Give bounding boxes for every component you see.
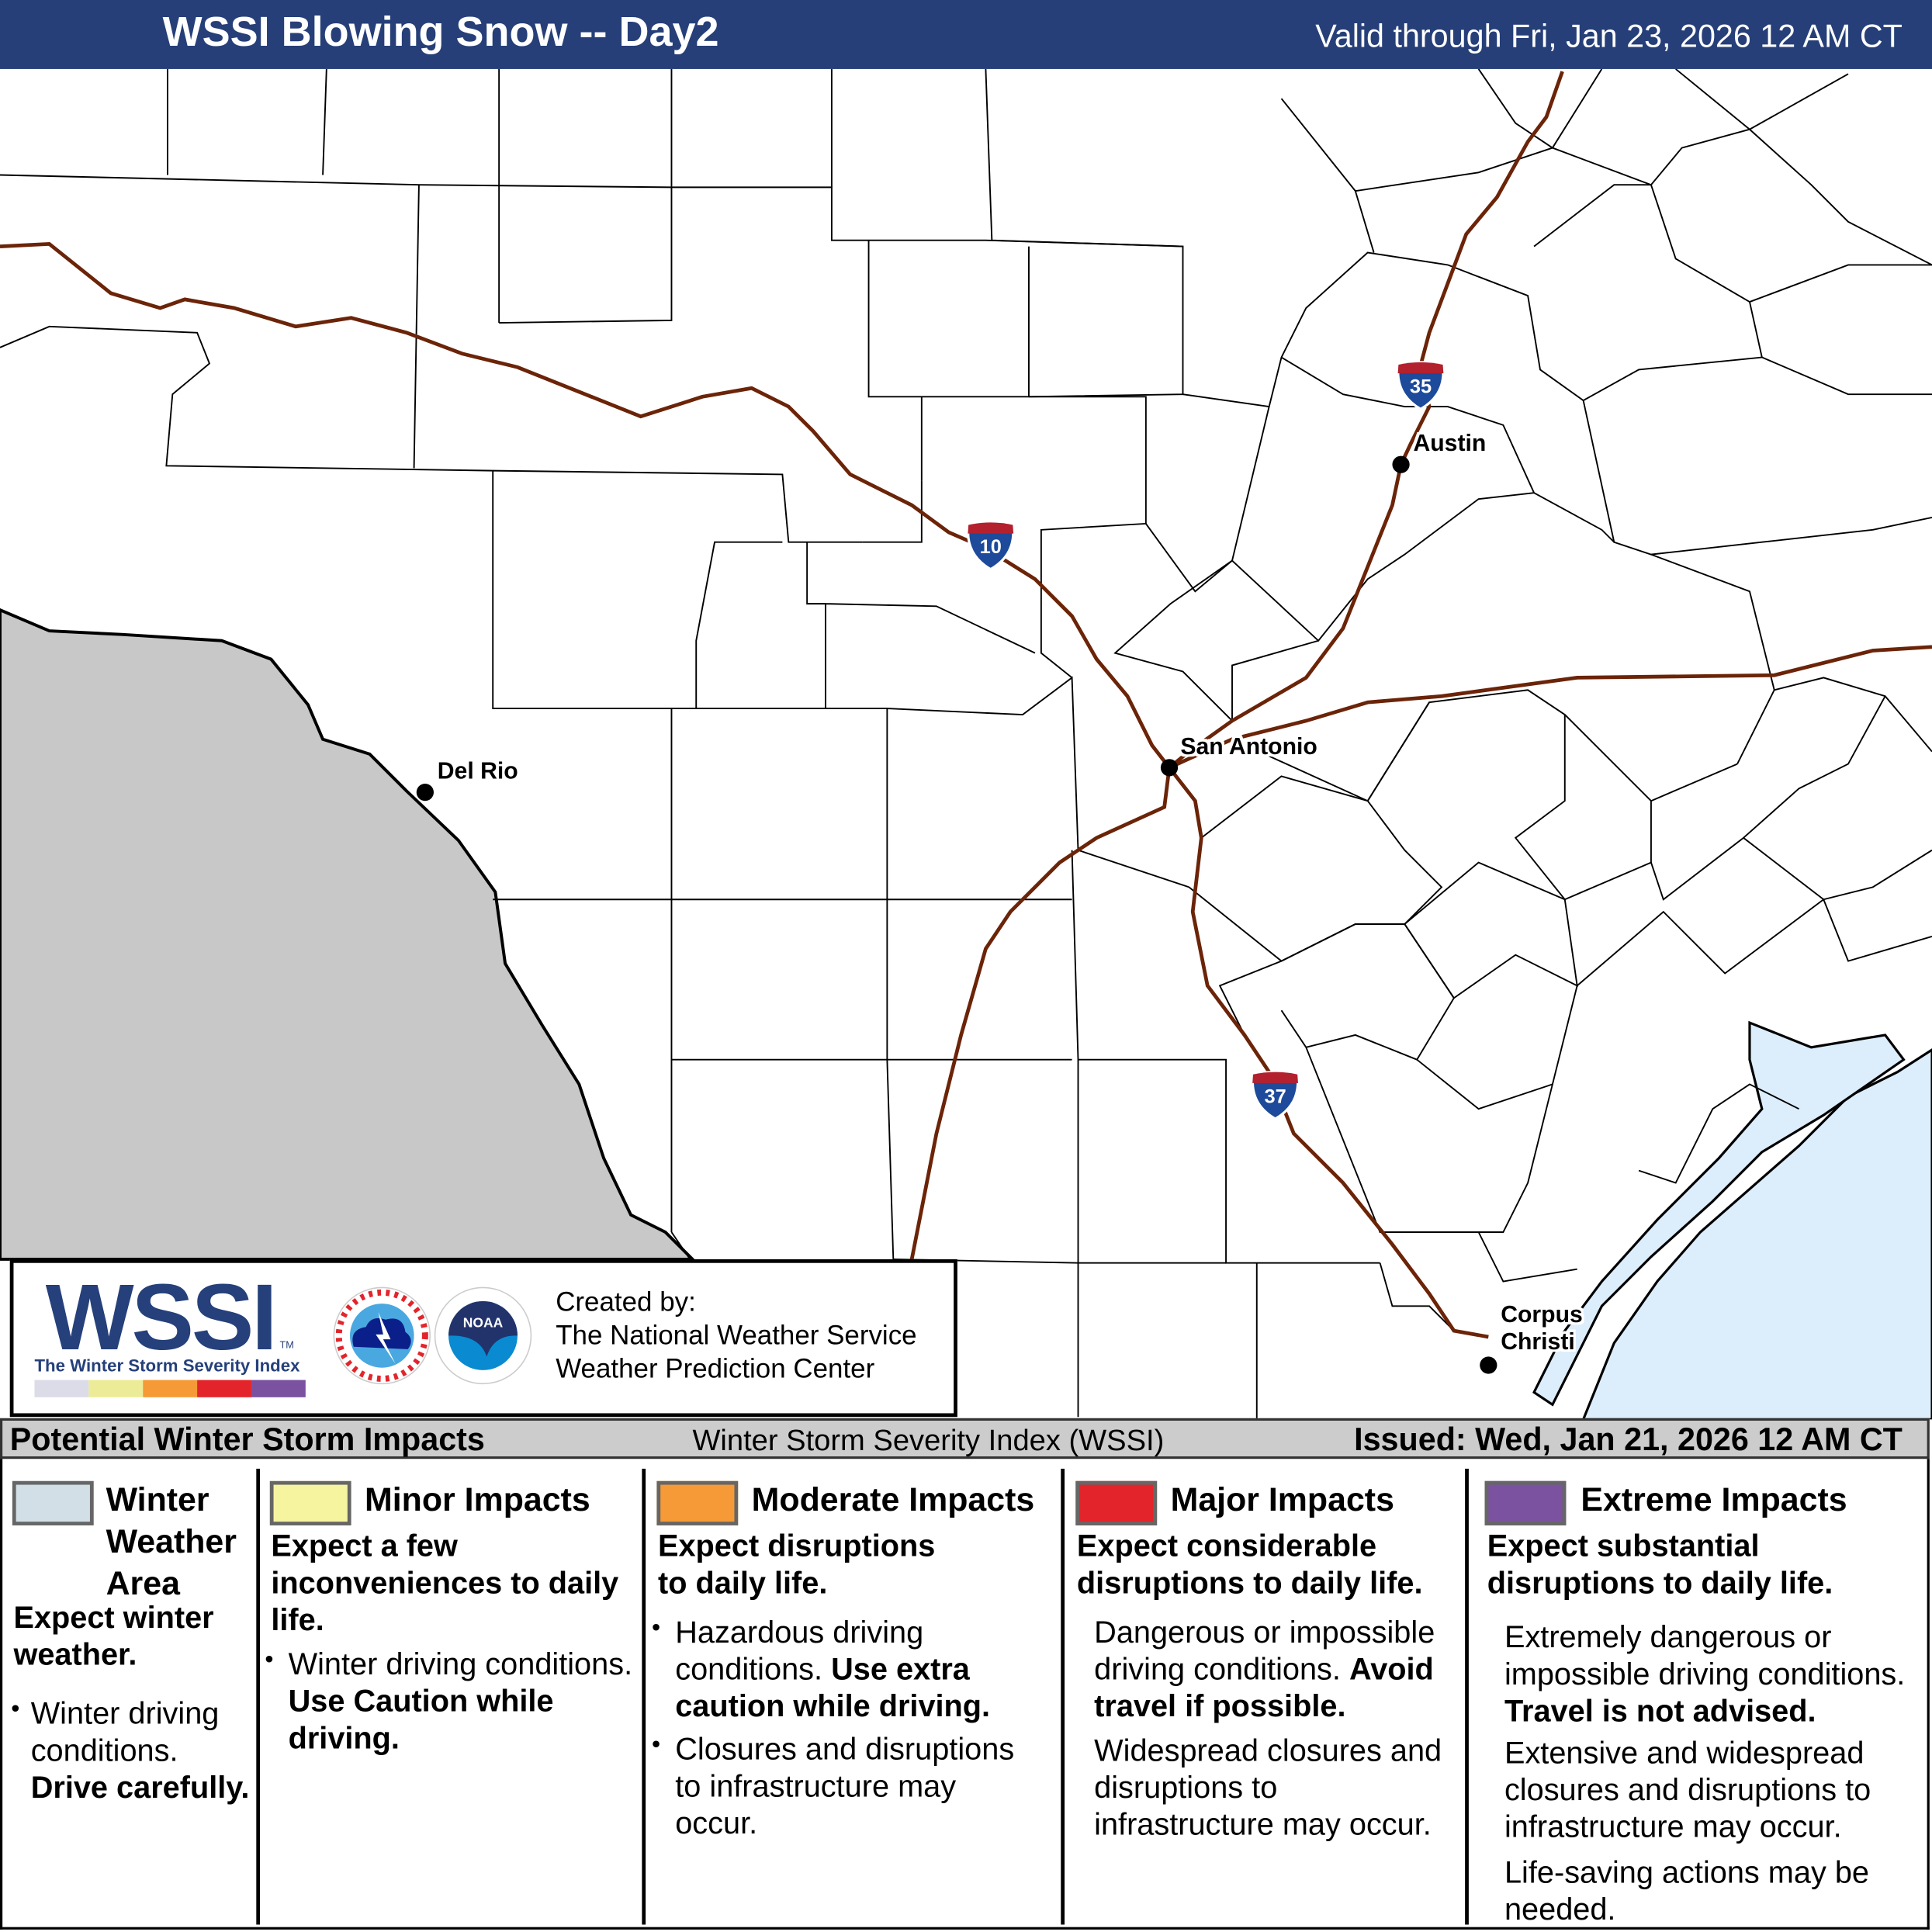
category-label: Moderate Impacts [751, 1480, 1035, 1518]
bullet: • [11, 1695, 20, 1723]
wssi-subtitle: The Winter Storm Severity Index [34, 1355, 300, 1376]
category-lead: Expect considerable disruptions to daily… [1076, 1529, 1423, 1601]
mexico-region [0, 608, 697, 1261]
category-label: Major Impacts [1170, 1480, 1394, 1518]
divider [256, 1468, 261, 1925]
color-swatch [1075, 1480, 1158, 1525]
legend-extreme-impacts: Extreme Impacts Expect substantial disru… [1470, 1466, 1930, 1927]
category-detail: Winter driving conditions. Drive careful… [31, 1695, 259, 1806]
bar-segment [34, 1380, 89, 1397]
category-lead: Expect substantial disruptions to daily … [1487, 1529, 1833, 1601]
interstate-35-shield: 35 [1395, 360, 1447, 412]
city-marker-corpus-christi [1480, 1356, 1497, 1374]
created-by: Created by: The National Weather Service… [556, 1285, 916, 1385]
city-marker-del-rio [416, 783, 434, 802]
shield-icon [1251, 1070, 1300, 1120]
bullet: • [652, 1614, 661, 1642]
map [0, 68, 1932, 1420]
valid-through: Valid through Fri, Jan 23, 2026 12 AM CT [1315, 17, 1903, 54]
city-label-san-antonio: San Antonio [1180, 734, 1317, 760]
category-detail: Dangerous or impossible driving conditio… [1094, 1614, 1463, 1725]
city-label-del-rio: Del Rio [437, 759, 518, 785]
created-by-label: Created by: [556, 1286, 696, 1317]
detail-bold: Avoid travel if possible. [1094, 1652, 1434, 1724]
impact-legend: Winter Weather Area Expect winter weathe… [0, 1459, 1930, 1930]
org-nws: The National Weather Service [556, 1319, 917, 1351]
wssi-logo: WSSI [45, 1265, 278, 1370]
category-detail: Hazardous driving conditions. Use extra … [675, 1614, 1044, 1725]
credits-box: WSSI TM The Winter Storm Severity Index … [9, 1259, 957, 1418]
city-marker-san-antonio [1160, 759, 1179, 777]
category-label: Minor Impacts [365, 1480, 590, 1518]
city-marker-austin [1392, 455, 1410, 473]
i35-south [909, 767, 1172, 1260]
interstate-number: 35 [1409, 376, 1432, 398]
bar-segment [197, 1380, 251, 1397]
category-lead: Expect winter weather. [13, 1600, 214, 1672]
bay-water [1532, 1020, 1906, 1407]
category-detail: Extremely dangerous or impossible drivin… [1504, 1619, 1930, 1730]
wssi-color-bar [34, 1380, 306, 1397]
color-swatch [656, 1480, 739, 1525]
county-lines [0, 68, 1932, 1420]
legend-winter-weather-area: Winter Weather Area Expect winter weathe… [2, 1466, 256, 1923]
city-label-austin: Austin [1413, 431, 1487, 458]
bar-segment [88, 1380, 144, 1397]
color-swatch [12, 1480, 94, 1525]
city-label-corpus-christi: Corpus Christi [1501, 1302, 1583, 1356]
category-lead: Expect a few inconveniences to daily lif… [271, 1529, 619, 1638]
category-label: Extreme Impacts [1581, 1480, 1847, 1518]
index-name: Winter Storm Severity Index (WSSI) [692, 1424, 1165, 1458]
detail-text: Dangerous or impossible driving conditio… [1094, 1615, 1435, 1687]
legend-minor-impacts: Minor Impacts Expect a few inconvenience… [261, 1466, 642, 1923]
legend-heading: Potential Winter Storm Impacts [9, 1420, 485, 1458]
detail-text: Extremely dangerous or impossible drivin… [1504, 1620, 1906, 1692]
detail-bold: Travel is not advised. [1504, 1694, 1816, 1729]
shield-icon [1397, 361, 1445, 411]
i10-west [0, 242, 1171, 769]
interstate-number: 10 [979, 537, 1002, 559]
nws-logo-icon [333, 1286, 431, 1385]
issued-time: Issued: Wed, Jan 21, 2026 12 AM CT [1354, 1420, 1903, 1458]
map-title: WSSI Blowing Snow -- Day2 [162, 9, 719, 56]
category-detail-2: Widespread closures and disruptions to i… [1094, 1733, 1442, 1843]
detail-bold: Use Caution while driving. [288, 1684, 554, 1756]
svg-text:NOAA: NOAA [463, 1314, 504, 1330]
category-detail-3: Life-saving actions may be needed. [1504, 1855, 1869, 1927]
interstate-10-shield: 10 [964, 520, 1016, 572]
category-detail-2: Extensive and widespread closures and di… [1504, 1736, 1871, 1845]
detail-bold: Drive carefully. [30, 1770, 250, 1806]
bar-segment [143, 1380, 198, 1397]
org-wpc: Weather Prediction Center [556, 1352, 875, 1384]
bar-segment [251, 1380, 306, 1397]
noaa-logo-icon: NOAA [434, 1286, 532, 1385]
detail-text: Hazardous driving conditions. [675, 1615, 924, 1687]
bullet: • [652, 1731, 661, 1759]
title-bar: WSSI Blowing Snow -- Day2 Valid through … [0, 0, 1932, 69]
interstate-37-shield: 37 [1249, 1069, 1301, 1121]
trademark: TM [279, 1339, 294, 1351]
legend-moderate-impacts: Moderate Impacts Expect disruptions to d… [647, 1466, 1061, 1923]
divider [642, 1468, 646, 1925]
category-detail: Winter driving conditions. Use Caution w… [289, 1646, 646, 1757]
interstate-number: 37 [1264, 1086, 1286, 1108]
divider [1465, 1468, 1469, 1925]
i10-east [1169, 645, 1932, 770]
category-detail-2: Closures and disruptions to infrastructu… [675, 1732, 1015, 1841]
shield-icon [967, 521, 1015, 571]
category-label: Winter Weather Area [106, 1480, 237, 1602]
detail-text: Winter driving conditions. [288, 1647, 633, 1682]
detail-text: Winter driving conditions. [30, 1696, 220, 1768]
detail-bold: Use extra caution while driving. [675, 1652, 991, 1724]
divider [1061, 1468, 1065, 1925]
legend-header: Potential Winter Storm Impacts Winter St… [0, 1418, 1930, 1459]
color-swatch [1484, 1480, 1567, 1525]
color-swatch [269, 1480, 351, 1525]
i35-north [1168, 71, 1564, 770]
bullet: • [265, 1646, 274, 1674]
category-lead: Expect disruptions to daily life. [657, 1529, 936, 1601]
gulf-water [1581, 1048, 1932, 1420]
legend-major-impacts: Major Impacts Expect considerable disrup… [1066, 1466, 1466, 1923]
